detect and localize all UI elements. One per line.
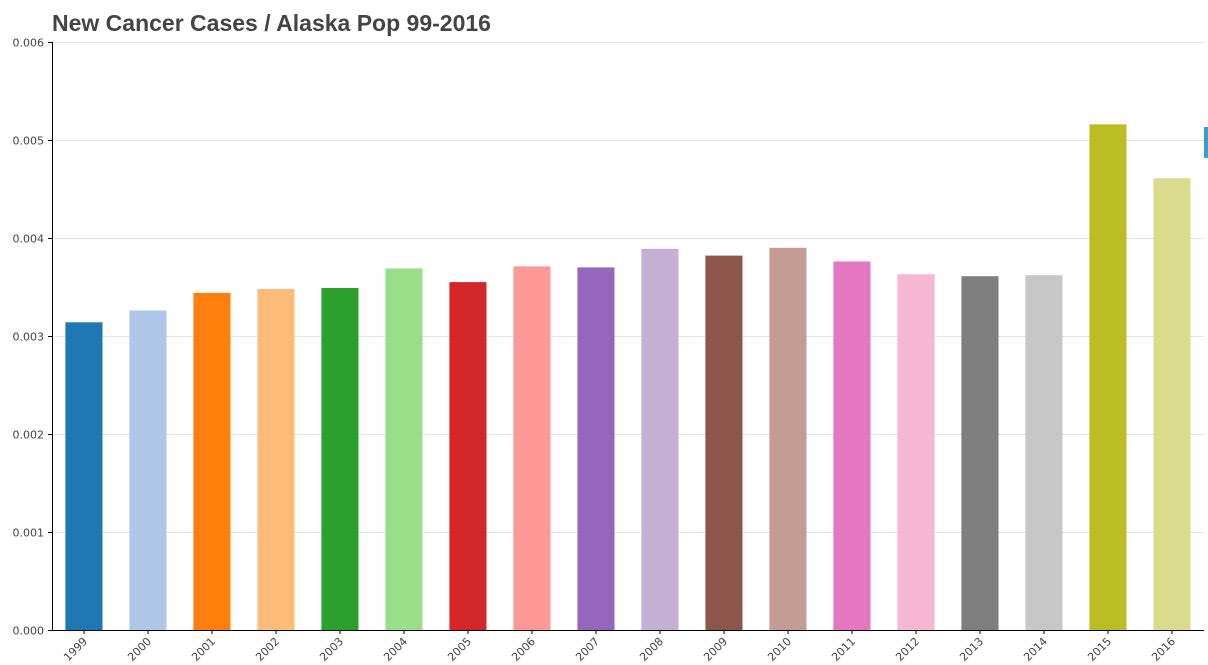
- x-tick-label: 2016: [1149, 635, 1178, 664]
- bar-2003: [321, 288, 359, 630]
- bar-2004: [385, 268, 423, 630]
- chart-title: New Cancer Cases / Alaska Pop 99-2016: [52, 10, 491, 36]
- bar-2011: [833, 261, 871, 630]
- y-axis-tick-labels: 0.000 0.001 0.002 0.003 0.004 0.005 0.006: [13, 37, 45, 638]
- bars: [65, 124, 1191, 631]
- y-tick-label: 0.001: [13, 527, 45, 540]
- y-tick-label: 0.002: [13, 429, 45, 442]
- x-tick-label: 2012: [893, 635, 922, 664]
- grid-lines: [52, 42, 1204, 533]
- y-tick-label: 0.000: [13, 625, 45, 638]
- x-tick-label: 2011: [829, 635, 858, 664]
- x-tick-label: 2000: [125, 635, 154, 664]
- x-tick-label: 2005: [445, 635, 474, 664]
- x-tick-label: 2006: [509, 635, 538, 664]
- bar-2000: [129, 310, 167, 630]
- x-tick-label: 2015: [1085, 635, 1114, 664]
- x-tick-label: 2003: [317, 635, 346, 664]
- bar-2009: [705, 255, 743, 630]
- bar-2002: [257, 289, 295, 630]
- bar-2006: [513, 266, 551, 630]
- y-tick-label: 0.005: [13, 135, 45, 148]
- bar-2013: [961, 276, 999, 630]
- x-tick-label: 2009: [701, 635, 730, 664]
- x-tick-label: 2014: [1021, 635, 1050, 664]
- bar-1999: [65, 322, 103, 630]
- bar-2008: [641, 248, 679, 631]
- bar-2016: [1153, 178, 1191, 630]
- x-tick-label: 1999: [61, 635, 90, 664]
- x-tick-label: 2002: [253, 635, 282, 664]
- bar-2012: [897, 274, 935, 630]
- x-axis-tick-labels: 1999 2000 2001 2002 2003 2004 2005 2006 2007 2008…: [61, 635, 1178, 664]
- bar-2001: [193, 292, 231, 630]
- bar-2014: [1025, 275, 1063, 630]
- y-tick-label: 0.006: [13, 37, 45, 50]
- bar-2007: [577, 267, 615, 630]
- bar-2005: [449, 282, 487, 630]
- bar-2015: [1089, 124, 1127, 631]
- bar-2010: [769, 247, 807, 631]
- x-tick-label: 2008: [637, 635, 666, 664]
- x-tick-label: 2013: [957, 635, 986, 664]
- axes: [48, 42, 1204, 634]
- x-tick-label: 2001: [189, 635, 218, 664]
- y-tick-label: 0.003: [13, 331, 45, 344]
- x-tick-label: 2004: [381, 635, 410, 664]
- scroll-indicator[interactable]: [1204, 127, 1208, 158]
- y-tick-label: 0.004: [13, 233, 45, 246]
- x-tick-label: 2007: [573, 635, 602, 664]
- x-tick-label: 2010: [765, 635, 794, 664]
